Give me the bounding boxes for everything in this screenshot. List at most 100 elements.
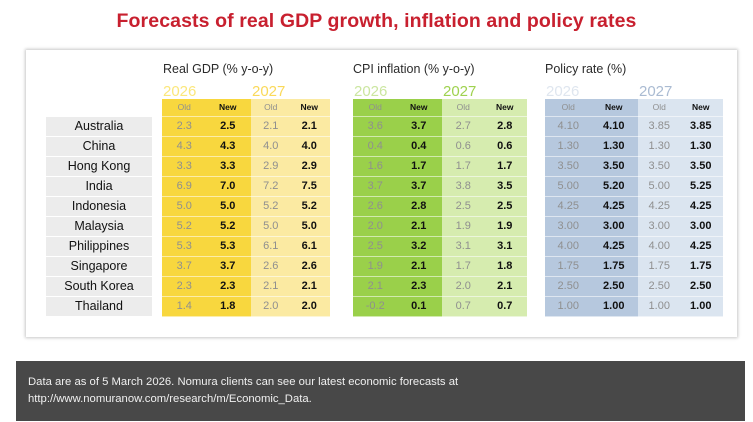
gdp-2026-new-value: 3.3 (220, 160, 236, 172)
row-divider (638, 136, 723, 137)
policy-2026-band (545, 99, 638, 317)
footnote-link[interactable]: http://www.nomuranow.com/research/m/Econ… (28, 392, 312, 405)
row-divider (545, 176, 638, 177)
gdp-2027-new-value: 2.1 (301, 120, 317, 132)
cpi-2027-new-value: 2.5 (497, 200, 513, 212)
gdp-2027-new-value: 5.2 (301, 200, 317, 212)
policy-2026-old-value: 4.25 (557, 200, 579, 212)
cpi-2026-new-value: 2.1 (411, 260, 427, 272)
row-divider (442, 216, 527, 217)
row-divider (162, 216, 251, 217)
gdp-2027-old-value: 5.0 (263, 220, 279, 232)
policy-2027-old-value: 4.25 (648, 200, 670, 212)
gdp-2027-new-value: 2.9 (301, 160, 317, 172)
row-divider (442, 276, 527, 277)
row-divider (251, 256, 330, 257)
row-divider (162, 176, 251, 177)
cpi-2027-old-value: 0.7 (455, 300, 471, 312)
cpi-2027-old-value: 3.8 (455, 180, 471, 192)
policy-2027-new-value: 3.50 (690, 160, 712, 172)
gdp-2027-new-value: 5.0 (301, 220, 317, 232)
country-label: India (46, 177, 152, 196)
old-column-header: Old (561, 102, 575, 112)
row-divider (251, 216, 330, 217)
policy-2026-new-value: 2.50 (603, 280, 625, 292)
policy-2026-old-value: 4.10 (557, 120, 579, 132)
row-divider (545, 276, 638, 277)
row-divider (442, 136, 527, 137)
new-column-header: New (692, 102, 710, 112)
row-divider (545, 216, 638, 217)
row-divider (162, 116, 251, 117)
new-column-header: New (496, 102, 514, 112)
policy-2027-old-value: 1.00 (648, 300, 670, 312)
row-divider (638, 256, 723, 257)
cpi-2026-new-value: 1.7 (411, 160, 427, 172)
cpi-2026-new-value: 0.1 (411, 300, 427, 312)
gdp-2026-old-value: 5.2 (176, 220, 192, 232)
policy-2026-old-value: 5.00 (557, 180, 579, 192)
country-label: China (46, 137, 152, 156)
policy-2027-old-value: 1.30 (648, 140, 670, 152)
row-divider (442, 316, 527, 317)
gdp-2027-old-value: 4.0 (263, 140, 279, 152)
cpi-2026-new-value: 2.8 (411, 200, 427, 212)
row-divider (353, 296, 442, 297)
row-divider (162, 136, 251, 137)
cpi-2027-old-value: 2.0 (455, 280, 471, 292)
old-column-header: Old (368, 102, 382, 112)
gdp-2027-old-value: 2.0 (263, 300, 279, 312)
cpi-2026-new-value: 2.3 (411, 280, 427, 292)
row-divider (638, 296, 723, 297)
footnote-box: Data are as of 5 March 2026. Nomura clie… (16, 361, 745, 421)
row-divider (162, 316, 251, 317)
gdp-2027-new-value: 2.1 (301, 280, 317, 292)
cpi-2026-new-value: 2.1 (411, 220, 427, 232)
row-divider (251, 116, 330, 117)
cpi-2026-old-value: 2.5 (367, 240, 383, 252)
new-column-header: New (219, 102, 237, 112)
cpi-2027-new-value: 0.7 (497, 300, 513, 312)
policy-2027-new-value: 4.25 (690, 240, 712, 252)
policy-2027-new-value: 3.00 (690, 220, 712, 232)
gdp-2027-new-value: 7.5 (301, 180, 317, 192)
cpi-2026-old-value: 2.0 (367, 220, 383, 232)
cpi-2026-old-value: 0.4 (367, 140, 383, 152)
new-column-header: New (605, 102, 623, 112)
gdp-2027-old-value: 5.2 (263, 200, 279, 212)
policy-2027-old-value: 4.00 (648, 240, 670, 252)
row-divider (545, 116, 638, 117)
country-label: South Korea (46, 277, 152, 296)
row-divider (251, 156, 330, 157)
footnote-line-1: Data are as of 5 March 2026. Nomura clie… (28, 376, 459, 388)
cpi-2027-new-value: 2.8 (497, 120, 513, 132)
gdp-2026-old-value: 4.3 (176, 140, 192, 152)
policy-2027-new-value: 4.25 (690, 200, 712, 212)
new-column-header: New (410, 102, 428, 112)
policy-2027-old-value: 5.00 (648, 180, 670, 192)
country-label: Malaysia (46, 217, 152, 236)
row-divider (638, 116, 723, 117)
row-divider (251, 236, 330, 237)
row-divider (442, 296, 527, 297)
row-divider (442, 196, 527, 197)
row-divider (251, 296, 330, 297)
gdp-2026-old-value: 5.3 (176, 240, 192, 252)
cpi-2026-old-value: 3.6 (367, 120, 383, 132)
country-label: Hong Kong (46, 157, 152, 176)
gdp-2026-old-value: 5.0 (176, 200, 192, 212)
row-divider (638, 276, 723, 277)
cpi-2027-old-value: 1.7 (455, 260, 471, 272)
cpi-2027-new-value: 3.1 (497, 240, 513, 252)
gdp-2026-old-value: 3.7 (176, 260, 192, 272)
policy-2026-new-value: 3.00 (603, 220, 625, 232)
gdp-2027-new-value: 4.0 (301, 140, 317, 152)
row-divider (638, 156, 723, 157)
gdp-2027-old-value: 2.1 (263, 120, 279, 132)
cpi-2027-old-value: 1.9 (455, 220, 471, 232)
row-divider (545, 256, 638, 257)
row-divider (162, 296, 251, 297)
policy-2027-old-value: 3.50 (648, 160, 670, 172)
row-divider (353, 236, 442, 237)
gdp-2026-old-value: 1.4 (176, 300, 192, 312)
